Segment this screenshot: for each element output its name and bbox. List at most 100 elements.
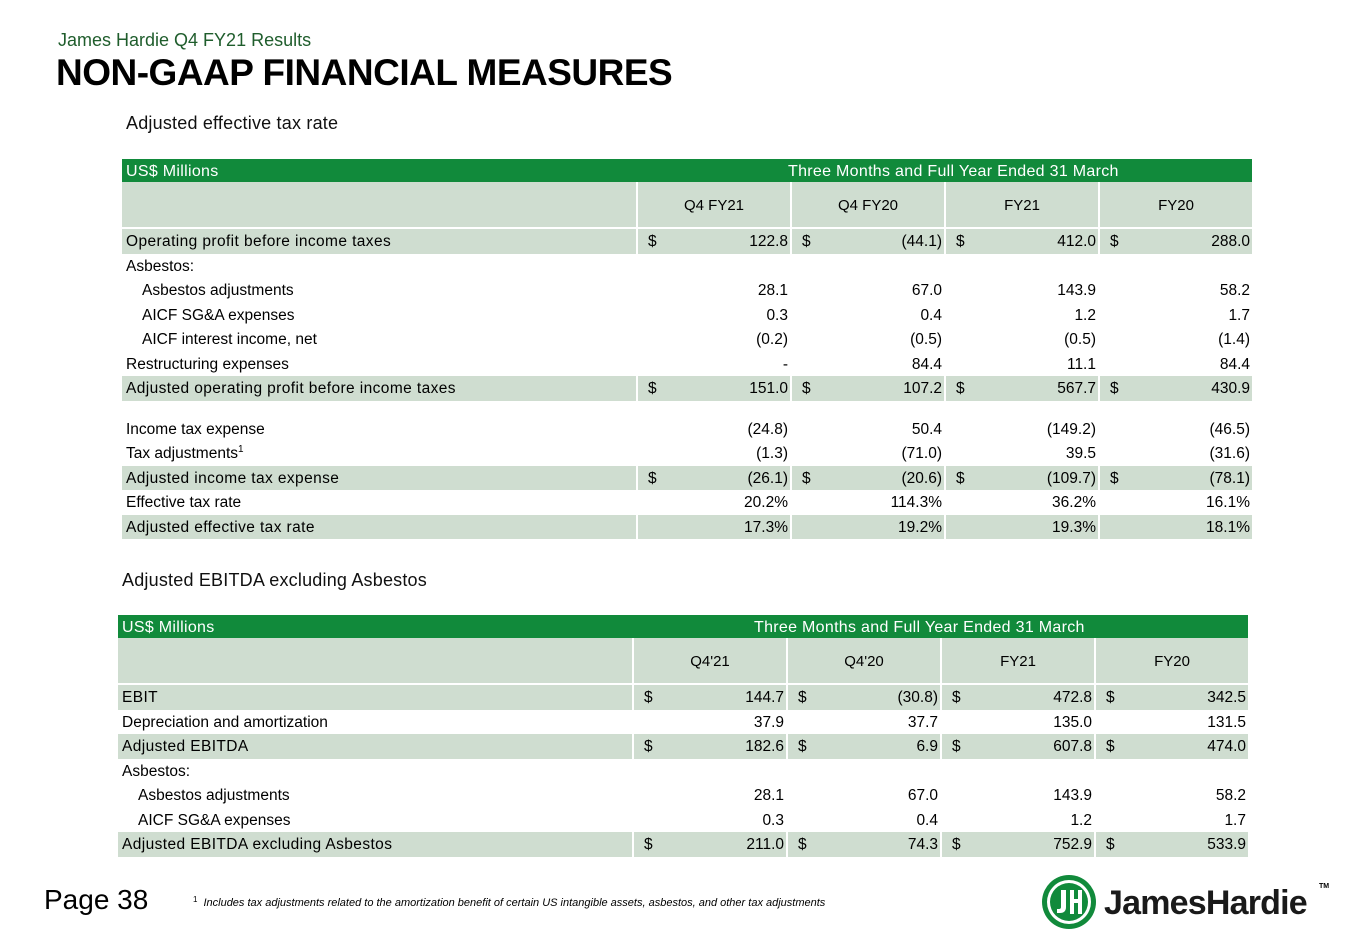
cell-value: 37.9 <box>753 713 784 731</box>
table-row: EBIT $144.7 $ (30.8) $472.8 $342.5 <box>118 685 1248 710</box>
currency-symbol: $ <box>1110 380 1119 397</box>
currency-symbol: $ <box>952 738 961 755</box>
cell-value: 6.9 <box>916 738 938 755</box>
value-cell: 1.7 <box>1096 808 1248 833</box>
value-cell: $533.9 <box>1096 832 1248 857</box>
row-label: Asbestos: <box>118 759 632 784</box>
cell-value: (26.1) <box>747 469 789 487</box>
cell-value: 143.9 <box>1057 282 1096 299</box>
table-row: AICF SG&A expenses 0.3 0.4 1.2 1.7 <box>122 303 1252 328</box>
value-cell: 135.0 <box>942 710 1094 735</box>
row-label-text: Tax adjustments <box>126 445 238 462</box>
table-header-bar: US$ Millions Three Months and Full Year E… <box>122 159 1252 182</box>
row-label: Adjusted EBITDA excluding Asbestos <box>118 832 632 857</box>
footnote-marker: 1 <box>193 895 198 904</box>
cell-value: 182.6 <box>745 738 784 755</box>
value-cell: $474.0 <box>1096 734 1248 759</box>
value-cell: 0.3 <box>638 303 790 328</box>
footnote-text: Includes tax adjustments related to the … <box>203 897 826 909</box>
cell-value: 67.0 <box>911 282 942 299</box>
page-number: Page 38 <box>44 884 149 915</box>
value-cell: $752.9 <box>942 832 1094 857</box>
value-cell: 143.9 <box>946 278 1098 303</box>
page-title: NON-GAAP FINANCIAL MEASURES <box>56 52 673 93</box>
table-row: Tax adjustments1 (1.3) (71.0) 39.5 (31.6) <box>122 441 1252 466</box>
value-cell <box>792 254 944 279</box>
logo-trademark: TM <box>1319 883 1330 890</box>
cell-value: (30.8) <box>897 689 939 706</box>
value-cell: (24.8) <box>638 417 790 442</box>
row-label: Depreciation and amortization <box>118 710 632 735</box>
table-row: Income tax expense (24.8) 50.4 (149.2) (46.5… <box>122 417 1252 442</box>
table-row: Asbestos: <box>122 254 1252 279</box>
cell-value: 16.1% <box>1206 494 1250 511</box>
row-label-text: AICF interest income, net <box>142 331 317 348</box>
value-cell: 39.5 <box>946 441 1098 466</box>
currency-symbol: $ <box>798 738 807 755</box>
value-cell: $ (20.6) <box>792 465 944 490</box>
cell-value: (109.7) <box>1046 469 1096 487</box>
value-cell: 28.1 <box>634 783 786 808</box>
value-cell: $144.7 <box>634 685 786 710</box>
value-cell <box>634 759 786 784</box>
value-cell: 11.1 <box>946 352 1098 377</box>
value-cell: $ (78.1) <box>1100 465 1252 490</box>
row-label: Restructuring expenses <box>122 352 636 377</box>
value-cell: (1.4) <box>1100 327 1252 352</box>
logo-wordmark: JamesHardie <box>1104 884 1308 922</box>
row-label-text: AICF SG&A expenses <box>142 306 295 324</box>
cell-value: (149.2) <box>1046 420 1096 438</box>
value-cell: $ (109.7) <box>946 465 1098 490</box>
currency-symbol: $ <box>956 233 965 250</box>
james-hardie-logo-icon <box>1042 875 1096 929</box>
value-cell: 37.9 <box>634 710 786 735</box>
value-cell: (0.5) <box>946 327 1098 352</box>
cell-value: 28.1 <box>753 787 784 804</box>
value-cell: $ (30.8) <box>788 685 940 710</box>
table-row: Operating profit before income taxes $122… <box>122 229 1252 254</box>
row-label: AICF SG&A expenses <box>118 808 632 833</box>
units-label: US$ Millions <box>122 619 215 636</box>
cell-value: 135.0 <box>1053 713 1092 731</box>
cell-value: 67.0 <box>907 787 938 804</box>
footnote-ref: 1 <box>238 444 244 455</box>
column-header: FY21 <box>940 638 1094 683</box>
cell-value: 58.2 <box>1215 787 1246 804</box>
column-header: Q4'21 <box>632 638 786 683</box>
value-cell <box>1100 254 1252 279</box>
cell-value: 28.1 <box>757 282 788 299</box>
cell-value: (1.4) <box>1218 331 1250 348</box>
value-cell: 16.1% <box>1100 490 1252 515</box>
row-label: AICF interest income, net <box>122 327 636 352</box>
currency-symbol: $ <box>802 469 811 487</box>
value-cell: 58.2 <box>1100 278 1252 303</box>
table-row: Asbestos adjustments 28.1 67.0 143.9 58.2 <box>122 278 1252 303</box>
table-row: Asbestos: <box>118 759 1248 784</box>
row-label-text: Adjusted income tax expense <box>126 469 340 487</box>
cell-value: (0.5) <box>910 331 942 348</box>
row-label-text: Adjusted operating profit before income … <box>126 380 456 397</box>
currency-symbol: $ <box>1110 233 1119 250</box>
column-header: Q4 FY20 <box>790 182 944 227</box>
value-cell: $6.9 <box>788 734 940 759</box>
cell-value: 752.9 <box>1053 836 1092 853</box>
value-cell: 0.4 <box>792 303 944 328</box>
value-cell: $342.5 <box>1096 685 1248 710</box>
units-label: US$ Millions <box>126 163 219 180</box>
column-header-row: Q4 FY21 Q4 FY20 FY21 FY20 <box>122 182 1252 229</box>
table1-title: Adjusted effective tax rate <box>126 113 339 133</box>
value-cell: 84.4 <box>1100 352 1252 377</box>
currency-symbol: $ <box>648 233 657 250</box>
row-label: Adjusted operating profit before income … <box>122 376 636 401</box>
row-label: Effective tax rate <box>122 490 636 515</box>
currency-symbol: $ <box>1106 836 1115 853</box>
column-header: Q4 FY21 <box>636 182 790 227</box>
cell-value: 342.5 <box>1207 689 1246 706</box>
value-cell: 67.0 <box>788 783 940 808</box>
value-cell: $182.6 <box>634 734 786 759</box>
footnote: 1 Includes tax adjustments related to the… <box>193 895 826 909</box>
cell-value: 0.4 <box>916 811 938 829</box>
cell-value: 144.7 <box>745 689 784 706</box>
currency-symbol: $ <box>644 738 653 755</box>
row-label-text: Asbestos: <box>126 257 195 275</box>
